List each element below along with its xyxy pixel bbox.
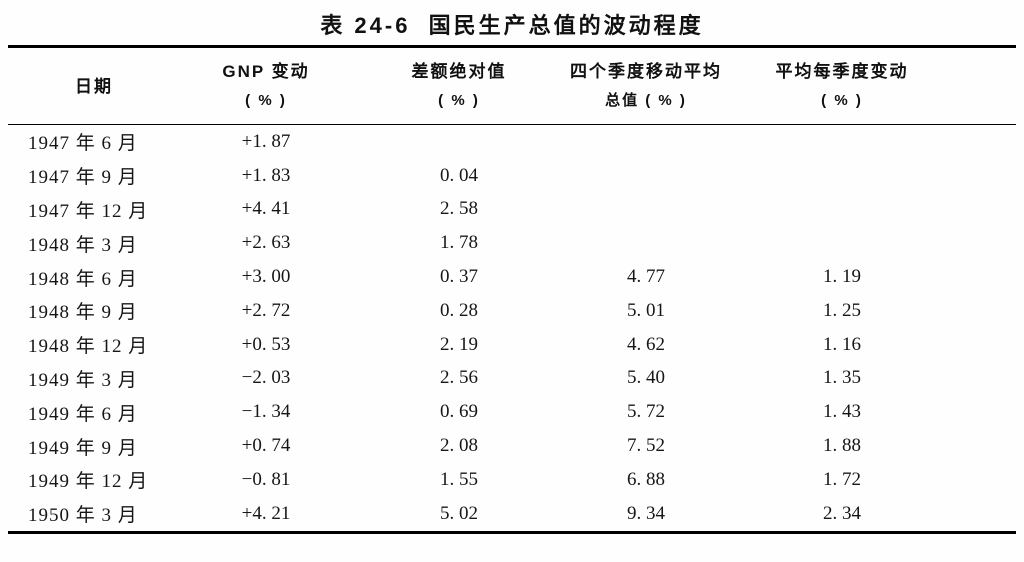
table-row: 1948 年 9 月 +2. 72 0. 28 5. 01 1. 25: [8, 294, 1016, 328]
cell-avg-quarterly-change: 1. 35: [823, 367, 861, 389]
table-row: 1949 年 12 月 −0. 81 1. 55 6. 88 1. 72: [8, 463, 1016, 497]
cell-moving-average: 7. 52: [627, 435, 665, 457]
cell-avg-quarterly-change: [726, 159, 1016, 193]
cell-moving-average: 5. 01: [627, 299, 665, 321]
table-row: 1949 年 9 月 +0. 74 2. 08 7. 52 1. 88: [8, 429, 1016, 463]
table-row: 1949 年 3 月 −2. 03 2. 56 5. 40 1. 35: [8, 362, 1016, 396]
cell-moving-average: [566, 193, 726, 227]
cell-date: 1950 年 3 月: [28, 505, 138, 527]
cell-abs-difference: 0. 28: [440, 299, 478, 321]
cell-date: 1949 年 6 月: [28, 403, 138, 425]
cell-abs-difference: [352, 125, 566, 159]
cell-avg-quarterly-change: 1. 72: [823, 468, 861, 490]
column-label: 平均每季度变动: [775, 62, 909, 81]
cell-avg-quarterly-change: 1. 25: [823, 299, 861, 321]
cell-gnp-change: +4. 41: [241, 198, 291, 220]
cell-gnp-change: −0. 81: [241, 468, 291, 490]
cell-moving-average: [566, 226, 726, 260]
cell-moving-average: 4. 62: [627, 333, 665, 355]
cell-moving-average: [566, 159, 726, 193]
cell-moving-average: 5. 40: [627, 367, 665, 389]
cell-abs-difference: 5. 02: [440, 502, 478, 524]
cell-avg-quarterly-change: 1. 16: [823, 333, 861, 355]
column-header-abs-difference: 差额绝对值 ( % ): [352, 46, 566, 125]
cell-gnp-change: −1. 34: [241, 401, 291, 423]
cell-date: 1949 年 3 月: [28, 369, 138, 391]
cell-gnp-change: +0. 74: [241, 435, 291, 457]
table-row: 1948 年 12 月 +0. 53 2. 19 4. 62 1. 16: [8, 328, 1016, 362]
gnp-fluctuation-table: 日期 GNP 变动 ( % ) 差额绝对值 ( % ) 四个季度移动平均 总值 …: [8, 45, 1016, 534]
table-row: 1950 年 3 月 +4. 21 5. 02 9. 34 2. 34: [8, 497, 1016, 532]
table-row: 1948 年 3 月 +2. 63 1. 78: [8, 226, 1016, 260]
cell-date: 1949 年 12 月: [28, 471, 149, 493]
column-label: GNP 变动: [222, 62, 310, 81]
column-unit: ( % ): [245, 92, 287, 109]
column-header-date: 日期: [8, 46, 180, 125]
table-row: 1948 年 6 月 +3. 00 0. 37 4. 77 1. 19: [8, 260, 1016, 294]
column-label: 四个季度移动平均: [570, 62, 722, 81]
cell-moving-average: 9. 34: [627, 502, 665, 524]
column-unit: 总值 ( % ): [605, 92, 687, 109]
cell-abs-difference: 0. 04: [440, 164, 478, 186]
cell-date: 1948 年 3 月: [28, 234, 138, 256]
cell-abs-difference: 1. 55: [440, 468, 478, 490]
column-header-avg-quarterly-change: 平均每季度变动 ( % ): [726, 46, 1016, 125]
cell-abs-difference: 2. 56: [440, 367, 478, 389]
cell-date: 1948 年 9 月: [28, 302, 138, 324]
cell-avg-quarterly-change: [726, 193, 1016, 227]
cell-date: 1948 年 12 月: [28, 336, 149, 358]
column-unit: ( % ): [821, 92, 863, 109]
cell-date: 1949 年 9 月: [28, 437, 138, 459]
cell-gnp-change: +1. 83: [241, 164, 291, 186]
cell-gnp-change: +2. 63: [241, 232, 291, 254]
cell-abs-difference: 2. 19: [440, 333, 478, 355]
cell-avg-quarterly-change: 1. 43: [823, 401, 861, 423]
table-row: 1947 年 12 月 +4. 41 2. 58: [8, 193, 1016, 227]
cell-gnp-change: +0. 53: [241, 333, 291, 355]
cell-abs-difference: 2. 58: [440, 198, 478, 220]
column-label: 日期: [75, 76, 113, 96]
cell-abs-difference: 1. 78: [440, 232, 478, 254]
cell-gnp-change: +3. 00: [241, 266, 291, 288]
cell-gnp-change: +1. 87: [241, 130, 291, 152]
cell-date: 1947 年 6 月: [28, 133, 138, 155]
column-header-moving-average: 四个季度移动平均 总值 ( % ): [566, 46, 726, 125]
cell-avg-quarterly-change: 1. 19: [823, 266, 861, 288]
table-row: 1947 年 9 月 +1. 83 0. 04: [8, 159, 1016, 193]
cell-moving-average: 4. 77: [627, 266, 665, 288]
column-unit: ( % ): [438, 92, 480, 109]
cell-date: 1947 年 12 月: [28, 200, 149, 222]
cell-moving-average: [566, 125, 726, 159]
cell-abs-difference: 0. 69: [440, 401, 478, 423]
cell-avg-quarterly-change: [726, 226, 1016, 260]
column-label: 差额绝对值: [411, 62, 507, 81]
column-header-gnp-change: GNP 变动 ( % ): [180, 46, 352, 125]
table-title: 表 24-6 国民生产总值的波动程度: [320, 13, 704, 38]
cell-avg-quarterly-change: 1. 88: [823, 435, 861, 457]
cell-moving-average: 6. 88: [627, 468, 665, 490]
cell-abs-difference: 2. 08: [440, 435, 478, 457]
cell-moving-average: 5. 72: [627, 401, 665, 423]
cell-gnp-change: +2. 72: [241, 299, 291, 321]
cell-avg-quarterly-change: 2. 34: [823, 502, 861, 524]
table-row: 1947 年 6 月 +1. 87: [8, 125, 1016, 159]
table-row: 1949 年 6 月 −1. 34 0. 69 5. 72 1. 43: [8, 395, 1016, 429]
cell-date: 1947 年 9 月: [28, 167, 138, 189]
cell-avg-quarterly-change: [726, 125, 1016, 159]
header-row: 日期 GNP 变动 ( % ) 差额绝对值 ( % ) 四个季度移动平均 总值 …: [8, 46, 1016, 125]
cell-date: 1948 年 6 月: [28, 268, 138, 290]
cell-gnp-change: +4. 21: [241, 502, 291, 524]
cell-gnp-change: −2. 03: [241, 367, 291, 389]
cell-abs-difference: 0. 37: [440, 266, 478, 288]
